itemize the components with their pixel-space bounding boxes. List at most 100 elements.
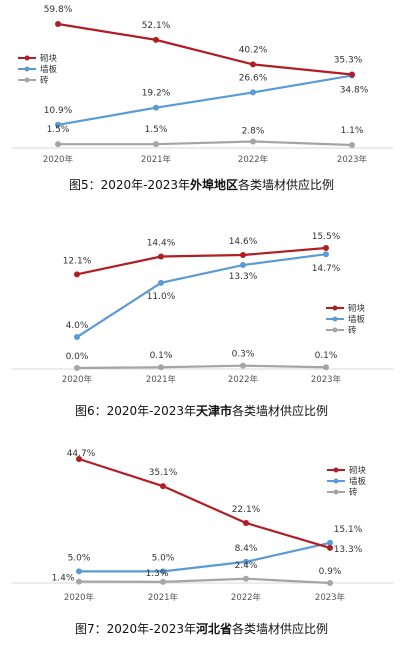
data-label: 35.3% bbox=[334, 56, 363, 66]
legend-label: 砖 bbox=[349, 487, 358, 498]
legend-marker bbox=[24, 55, 30, 61]
data-label: 59.8% bbox=[44, 5, 73, 15]
legend-marker bbox=[24, 66, 30, 72]
data-label: 4.0% bbox=[66, 321, 89, 331]
data-label: 1.5% bbox=[47, 125, 70, 135]
legend-marker bbox=[332, 316, 338, 322]
x-tick-label: 2022年 bbox=[228, 374, 259, 385]
line-chart-3: 2020年 2021年 2022年 2023年 44.7% 35.1% 22.1% 13.3%… bbox=[12, 449, 393, 603]
data-point bbox=[349, 71, 355, 78]
x-tick-label: 2021年 bbox=[141, 154, 172, 165]
data-label: 0.1% bbox=[150, 351, 173, 361]
data-point bbox=[327, 544, 333, 551]
data-label: 2.4% bbox=[235, 561, 258, 571]
series-line-墙板 bbox=[57, 74, 353, 126]
chart-caption-3: 图7：2020年-2023年河北省各类墙材供应比例 bbox=[0, 620, 403, 637]
data-point bbox=[243, 575, 249, 582]
data-label: 1.4% bbox=[52, 574, 75, 584]
data-label: 10.9% bbox=[44, 106, 73, 116]
data-point bbox=[240, 362, 246, 369]
data-point bbox=[323, 364, 329, 371]
series-line-砌块 bbox=[76, 246, 327, 276]
data-label: 5.0% bbox=[68, 553, 91, 563]
data-label: 0.0% bbox=[66, 352, 89, 362]
series-line-砖 bbox=[58, 140, 353, 147]
data-point bbox=[76, 568, 82, 575]
data-point bbox=[327, 580, 333, 586]
x-tick-label: 2022年 bbox=[231, 592, 262, 603]
data-point bbox=[160, 483, 166, 490]
x-tick-label: 2022年 bbox=[238, 154, 269, 165]
legend-marker bbox=[333, 489, 339, 495]
chart-caption-2: 图6：2020年-2023年天津市各类墙材供应比例 bbox=[0, 402, 403, 419]
x-tick-label: 2021年 bbox=[148, 592, 179, 603]
data-label: 19.2% bbox=[142, 89, 171, 99]
data-point bbox=[76, 456, 82, 462]
data-label: 13.3% bbox=[229, 272, 258, 282]
caption-prefix: 图5：2020年-2023年 bbox=[68, 178, 190, 192]
data-label: 40.2% bbox=[239, 45, 268, 55]
series-line-砌块 bbox=[57, 22, 353, 76]
data-label: 34.8% bbox=[340, 86, 369, 96]
legend-label: 墙板 bbox=[40, 64, 58, 75]
caption-region: 外埠地区 bbox=[190, 178, 239, 192]
x-tick-label: 2020年 bbox=[43, 154, 74, 165]
data-label: 13.3% bbox=[334, 545, 363, 555]
data-label: 0.9% bbox=[319, 567, 342, 577]
data-point bbox=[160, 578, 166, 585]
legend-marker bbox=[332, 327, 338, 333]
caption-prefix: 图6：2020年-2023年 bbox=[74, 404, 196, 418]
data-label: 12.1% bbox=[63, 256, 92, 266]
x-tick-label: 2021年 bbox=[146, 374, 177, 385]
legend-marker bbox=[332, 305, 338, 311]
x-tick-label: 2023年 bbox=[311, 374, 342, 385]
legend-label: 墙板 bbox=[349, 476, 367, 487]
legend-label: 砌块 bbox=[40, 53, 58, 64]
legend-marker bbox=[24, 77, 30, 83]
data-label: 15.1% bbox=[334, 525, 363, 535]
legend-label: 砖 bbox=[348, 325, 357, 336]
data-point bbox=[158, 364, 164, 371]
chart-panel-2: 2020年 2021年 2022年 2023年 12.1% 14.4% 14.6% 15.5%… bbox=[0, 222, 403, 422]
data-point bbox=[323, 251, 329, 258]
data-point bbox=[160, 568, 166, 575]
data-point bbox=[153, 104, 159, 111]
line-chart-2: 2020年 2021年 2022年 2023年 12.1% 14.4% 14.6% 15.5%… bbox=[12, 232, 393, 385]
x-tick-label: 2020年 bbox=[62, 374, 93, 385]
data-point bbox=[250, 89, 256, 96]
series-line-砌块 bbox=[78, 457, 331, 549]
caption-suffix: 各类墙材供应比例 bbox=[232, 404, 329, 418]
data-label: 14.4% bbox=[147, 239, 176, 249]
data-label: 0.3% bbox=[232, 350, 255, 360]
series-line-砖 bbox=[78, 577, 331, 585]
series-line-墙板 bbox=[76, 253, 327, 338]
data-label: 5.0% bbox=[152, 553, 175, 563]
data-point bbox=[240, 251, 246, 258]
caption-suffix: 各类墙材供应比例 bbox=[238, 178, 335, 192]
caption-suffix: 各类墙材供应比例 bbox=[232, 622, 329, 636]
data-label: 1.3% bbox=[146, 569, 169, 579]
chart-panel-1: 2020年 2021年 2022年 2023年 59.8% 52.1% 40.2% 35.3%… bbox=[0, 0, 403, 200]
data-label: 44.7% bbox=[67, 449, 96, 459]
data-label: 52.1% bbox=[142, 21, 171, 31]
legend-label: 砖 bbox=[40, 75, 49, 86]
data-point bbox=[250, 61, 256, 68]
data-label: 22.1% bbox=[232, 505, 261, 515]
chart-caption-1: 图5：2020年-2023年外埠地区各类墙材供应比例 bbox=[0, 176, 403, 193]
caption-region: 河北省 bbox=[196, 622, 233, 636]
data-point bbox=[240, 262, 246, 269]
data-label: 8.4% bbox=[235, 544, 258, 554]
data-point bbox=[158, 279, 164, 286]
data-label: 0.1% bbox=[315, 351, 338, 361]
legend-label: 砌块 bbox=[348, 303, 366, 314]
legend-marker bbox=[333, 478, 339, 484]
data-point bbox=[55, 21, 61, 27]
x-tick-label: 2023年 bbox=[315, 592, 346, 603]
data-point bbox=[243, 558, 249, 565]
data-point bbox=[74, 365, 80, 371]
legend-label: 墙板 bbox=[348, 314, 366, 325]
data-point bbox=[153, 36, 159, 43]
line-chart-1: 2020年 2021年 2022年 2023年 59.8% 52.1% 40.2% 35.3%… bbox=[12, 5, 393, 165]
data-label: 2.8% bbox=[242, 126, 265, 136]
data-point bbox=[55, 121, 61, 128]
